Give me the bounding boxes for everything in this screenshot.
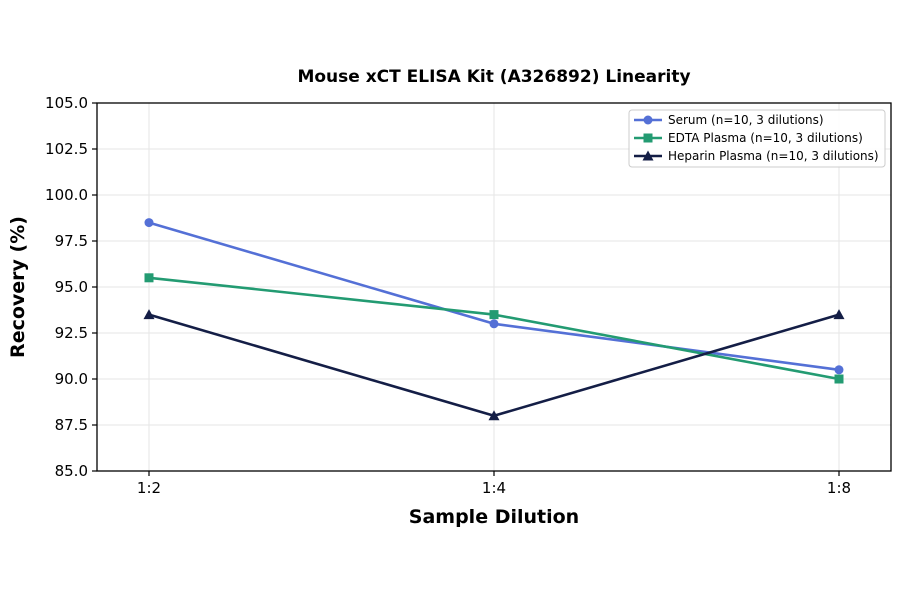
x-tick-label: 1:4 [482, 479, 506, 497]
y-tick-label: 87.5 [55, 416, 88, 434]
chart-title: Mouse xCT ELISA Kit (A326892) Linearity [297, 67, 690, 87]
data-point [834, 374, 844, 384]
data-point [834, 365, 844, 375]
y-tick-label: 95.0 [55, 278, 88, 296]
legend: Serum (n=10, 3 dilutions) EDTA Plasma (n=… [628, 109, 886, 168]
y-tick-label: 92.5 [55, 324, 88, 342]
legend-box [628, 109, 886, 168]
series-2 [144, 273, 844, 384]
legend-item: EDTA Plasma (n=10, 3 dilutions) [634, 131, 863, 145]
y-tick-label: 90.0 [55, 370, 88, 388]
y-axis: 85.0 87.5 90.0 92.5 95.0 97.5 100.0 102.5 105.0 [45, 94, 97, 480]
legend-item: Heparin Plasma (n=10, 3 dilutions) [634, 149, 879, 163]
data-point [489, 319, 499, 329]
data-point [488, 410, 500, 421]
y-tick-label: 105.0 [45, 94, 88, 112]
data-point [489, 310, 499, 320]
legend-label: Serum (n=10, 3 dilutions) [668, 113, 824, 127]
data-point [144, 273, 154, 283]
legend-marker [642, 150, 654, 161]
y-tick-label: 100.0 [45, 186, 88, 204]
series-3 [143, 309, 845, 421]
x-axis: 1:2 1:4 1:8 [137, 471, 851, 497]
y-tick-label: 97.5 [55, 232, 88, 250]
data-point [833, 309, 845, 320]
legend-label: EDTA Plasma (n=10, 3 dilutions) [668, 131, 863, 145]
series-layer [143, 218, 845, 421]
y-axis-label: Recovery (%) [7, 216, 29, 358]
y-tick-label: 85.0 [55, 462, 88, 480]
data-point [143, 309, 155, 320]
data-point [144, 218, 154, 228]
legend-marker [643, 115, 653, 125]
legend-label: Heparin Plasma (n=10, 3 dilutions) [668, 149, 879, 163]
legend-marker [643, 133, 653, 143]
x-tick-label: 1:8 [827, 479, 851, 497]
x-axis-label: Sample Dilution [409, 506, 579, 528]
x-tick-label: 1:2 [137, 479, 161, 497]
legend-item: Serum (n=10, 3 dilutions) [634, 113, 824, 127]
series-1 [144, 218, 844, 375]
y-tick-label: 102.5 [45, 140, 88, 158]
